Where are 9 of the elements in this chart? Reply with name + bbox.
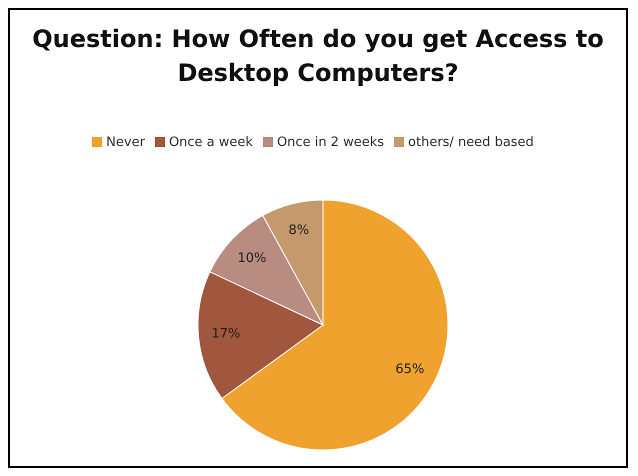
legend-label: others/ need based [408,135,534,150]
data-label: 65% [395,362,424,377]
legend-label: Once a week [168,135,253,150]
data-label: 8% [288,223,310,238]
legend-label: Once in 2 weeks [276,135,384,150]
legend-label: Never [106,135,145,150]
chart-title: Question: How Often do you get Access to Desktop Computers? [31,24,605,89]
data-label: 10% [237,250,266,266]
data-label: 17% [211,326,240,342]
